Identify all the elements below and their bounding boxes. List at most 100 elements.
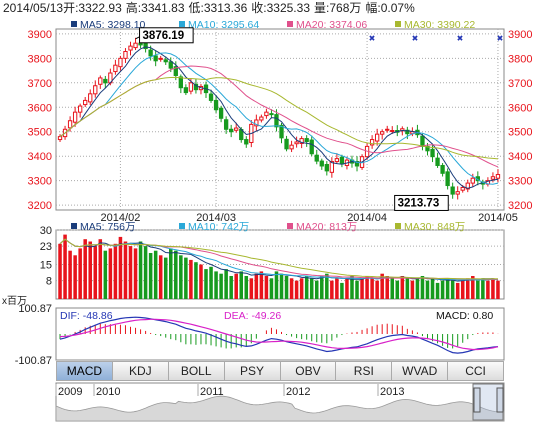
volume-bar xyxy=(163,257,168,299)
price-tick-left: 3600 xyxy=(28,102,52,114)
navigator-handle-left[interactable] xyxy=(473,387,481,413)
tab-boll[interactable]: BOLL xyxy=(168,361,225,381)
header-change: 0.07% xyxy=(381,1,415,15)
candle-body xyxy=(299,138,304,144)
volume-bar xyxy=(259,271,264,299)
volume-bar xyxy=(335,278,339,299)
candle-body xyxy=(380,131,385,135)
volume-legend-ma10: MA10: 742万 xyxy=(188,221,249,233)
navigator-handle-right[interactable] xyxy=(496,387,504,413)
volume-bar xyxy=(153,250,158,299)
tab-obv[interactable]: OBV xyxy=(280,361,337,381)
price-tick-right: 3400 xyxy=(508,151,532,163)
volume-bar xyxy=(450,280,455,299)
candle-body xyxy=(123,51,128,59)
candle-body xyxy=(334,158,340,163)
candle-body xyxy=(168,61,173,69)
tab-kdj[interactable]: KDJ xyxy=(112,361,169,381)
candle-body xyxy=(229,128,234,133)
candle-body xyxy=(354,161,360,167)
volume-bar xyxy=(471,276,475,299)
volume-bar xyxy=(405,278,410,299)
candle-body xyxy=(254,119,259,127)
volume-bar xyxy=(209,266,213,299)
volume-legend-ma5: MA5: 756万 xyxy=(80,221,135,233)
price-tick-right: 3800 xyxy=(508,53,532,65)
volume-bar xyxy=(390,278,395,299)
price-tick-right: 3600 xyxy=(508,102,532,114)
candle-body xyxy=(339,156,345,165)
candle-body xyxy=(193,83,199,91)
volume-bar xyxy=(98,239,103,299)
volume-bar xyxy=(279,273,284,299)
macd-legend-dif: DIF: -48.86 xyxy=(60,310,113,322)
header-open: 3322.93 xyxy=(78,1,122,15)
volume-legend-ma30: MA30: 848万 xyxy=(404,221,465,233)
candle-body xyxy=(435,157,440,166)
volume-legend-swatch xyxy=(395,223,401,229)
volume-unit: x百万 xyxy=(2,295,27,307)
volume-bar xyxy=(355,280,359,299)
volume-bar xyxy=(486,280,490,299)
candle-body xyxy=(173,66,178,76)
volume-bar xyxy=(158,255,163,299)
volume-bar xyxy=(365,276,369,299)
tab-wvad[interactable]: WVAD xyxy=(392,361,449,381)
volume-bar xyxy=(148,253,153,299)
volume-bar xyxy=(350,276,354,299)
candle-body xyxy=(223,119,229,130)
legend-marker-icon: ✖ xyxy=(497,34,504,43)
tab-macd[interactable]: MACD xyxy=(56,361,113,381)
candle-body xyxy=(153,55,158,62)
navigator-year: 2012 xyxy=(286,386,310,398)
volume-bar xyxy=(229,276,233,299)
volume-bar xyxy=(123,241,128,299)
volume-bar xyxy=(204,269,208,299)
tab-rsi[interactable]: RSI xyxy=(336,361,393,381)
volume-bar xyxy=(169,248,173,299)
price-tick-left: 3500 xyxy=(28,127,52,139)
candle-body xyxy=(314,154,319,162)
macd-legend-macd: MACD: 0.80 xyxy=(436,310,493,322)
volume-bar xyxy=(239,271,244,299)
dea-line xyxy=(59,318,499,351)
price-tick-right: 3900 xyxy=(508,29,532,41)
volume-bar xyxy=(330,280,334,299)
candle-body xyxy=(405,129,410,135)
dif-line xyxy=(59,316,499,354)
volume-bar xyxy=(63,234,67,299)
legend-marker-icon: ✖ xyxy=(412,34,419,43)
max-label-box xyxy=(139,27,194,44)
volume-bar xyxy=(83,239,87,299)
candle-body xyxy=(440,164,445,174)
volume-bar xyxy=(143,246,148,299)
volume-bar xyxy=(214,271,218,299)
price-legend-ma30: MA30: 3390.22 xyxy=(404,19,475,31)
price-frame xyxy=(55,28,505,211)
candle-body xyxy=(259,116,264,121)
header-date: 2014/05/13 xyxy=(3,1,63,15)
candle-body xyxy=(158,57,163,60)
min-label: 3213.73 xyxy=(398,197,440,209)
candle-body xyxy=(188,82,194,92)
volume-bar xyxy=(400,276,405,299)
volume-bar xyxy=(496,280,500,299)
candle-body xyxy=(78,105,83,113)
tab-psy[interactable]: PSY xyxy=(224,361,281,381)
macd-tick: -100.87 xyxy=(15,355,52,367)
candle-body xyxy=(274,114,279,128)
volume-bar xyxy=(103,250,108,299)
volume-panel: 30 23 15 8 x百万 MA5: 756万 MA10: 742万 MA20: 813万 M… xyxy=(2,221,505,307)
volume-bar xyxy=(199,264,203,299)
candle-body xyxy=(178,76,183,89)
candle-body xyxy=(289,144,294,150)
navigator-panel[interactable]: 2009 2010 2011 2012 2013 xyxy=(55,382,505,422)
tab-cci[interactable]: CCI xyxy=(448,361,504,381)
price-ma5-line xyxy=(59,46,499,189)
volume-bar xyxy=(370,278,374,299)
volume-bar xyxy=(415,278,420,299)
price-panel: 3900 3900 3800 3800 3700 3700 3600 3600 3500 3500… xyxy=(28,19,533,224)
volume-bar xyxy=(294,280,299,299)
price-x-tick: 2014/02 xyxy=(101,212,141,224)
candle-body xyxy=(163,59,168,63)
